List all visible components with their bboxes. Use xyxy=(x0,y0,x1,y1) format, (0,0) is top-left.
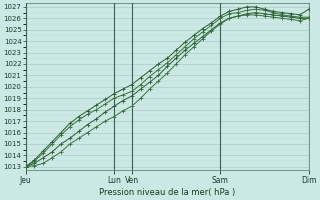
X-axis label: Pression niveau de la mer( hPa ): Pression niveau de la mer( hPa ) xyxy=(99,188,235,197)
